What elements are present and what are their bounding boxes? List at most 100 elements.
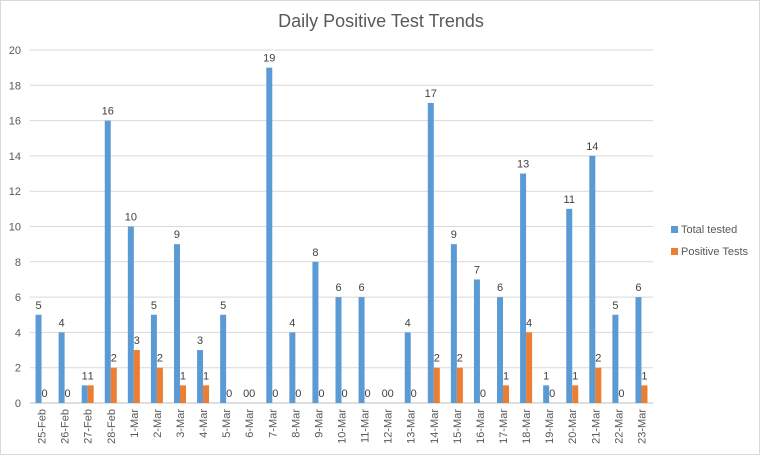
legend-label-positive-tests: Positive Tests xyxy=(681,246,749,258)
data-label: 5 xyxy=(35,300,41,312)
data-label: 2 xyxy=(434,353,440,365)
data-label: 2 xyxy=(595,353,601,365)
bar-total-tested xyxy=(543,385,550,403)
bar-positive-tests xyxy=(203,385,210,403)
bar-total-tested xyxy=(427,102,434,403)
data-label: 0 xyxy=(65,388,71,400)
data-label: 14 xyxy=(586,141,598,153)
legend-swatch-total-tested xyxy=(671,226,678,233)
x-tick-label: 1-Mar xyxy=(129,409,141,438)
data-label: 0 xyxy=(341,388,347,400)
bar-positive-tests xyxy=(595,367,602,403)
data-label: 0 xyxy=(318,388,324,400)
data-label: 6 xyxy=(635,282,641,294)
legend-label-total-tested: Total tested xyxy=(681,224,737,236)
data-label: 0 xyxy=(272,388,278,400)
y-tick-label: 2 xyxy=(15,363,21,375)
x-tick-label: 10-Mar xyxy=(337,409,349,444)
bar-total-tested xyxy=(81,385,88,403)
data-label: 9 xyxy=(174,229,180,241)
bar-positive-tests xyxy=(133,350,140,403)
bar-total-tested xyxy=(520,173,527,403)
data-label: 0 xyxy=(365,388,371,400)
data-label: 17 xyxy=(425,88,437,100)
x-tick-label: 22-Mar xyxy=(613,409,625,444)
x-tick-label: 15-Mar xyxy=(452,409,464,444)
bar-positive-tests xyxy=(503,385,510,403)
x-tick-label: 20-Mar xyxy=(567,409,579,444)
data-label: 0 xyxy=(549,388,555,400)
data-label: 2 xyxy=(457,353,463,365)
bar-total-tested xyxy=(58,332,65,403)
data-label: 0 xyxy=(249,388,255,400)
data-label: 6 xyxy=(497,282,503,294)
bar-total-tested xyxy=(150,314,157,403)
y-tick-label: 8 xyxy=(15,257,21,269)
x-tick-label: 14-Mar xyxy=(429,409,441,444)
data-label: 5 xyxy=(612,300,618,312)
bar-positive-tests xyxy=(433,367,440,403)
data-label: 8 xyxy=(312,247,318,259)
x-tick-label: 23-Mar xyxy=(636,409,648,444)
data-label: 0 xyxy=(480,388,486,400)
x-tick-label: 8-Mar xyxy=(290,409,302,438)
data-label: 11 xyxy=(564,194,575,206)
x-tick-label: 6-Mar xyxy=(244,409,256,438)
bar-total-tested xyxy=(104,120,111,403)
data-label: 0 xyxy=(41,388,47,400)
data-label: 0 xyxy=(243,388,249,400)
bar-total-tested xyxy=(289,332,296,403)
x-tick-label: 3-Mar xyxy=(175,409,187,438)
x-tick-label: 4-Mar xyxy=(198,409,210,438)
data-label: 13 xyxy=(517,159,529,171)
bar-positive-tests xyxy=(179,385,186,403)
data-label: 0 xyxy=(382,388,388,400)
bar-total-tested xyxy=(127,226,134,403)
data-label: 1 xyxy=(572,370,578,382)
x-tick-label: 17-Mar xyxy=(498,409,510,444)
bar-total-tested xyxy=(173,244,180,403)
bar-total-tested xyxy=(497,297,504,403)
bar-positive-tests xyxy=(156,367,163,403)
chart-title: Daily Positive Test Trends xyxy=(278,11,484,31)
x-tick-label: 26-Feb xyxy=(60,409,72,444)
data-label: 16 xyxy=(102,106,114,118)
bar-total-tested xyxy=(335,297,342,403)
y-tick-label: 12 xyxy=(9,186,21,198)
bar-positive-tests xyxy=(641,385,648,403)
bar-total-tested xyxy=(220,314,227,403)
y-tick-label: 16 xyxy=(9,116,21,128)
data-label: 0 xyxy=(388,388,394,400)
data-label: 5 xyxy=(220,300,226,312)
data-label: 0 xyxy=(411,388,417,400)
x-tick-label: 9-Mar xyxy=(313,409,325,438)
bar-total-tested xyxy=(450,244,457,403)
data-label: 4 xyxy=(59,317,65,329)
x-tick-label: 25-Feb xyxy=(37,409,49,444)
bar-total-tested xyxy=(566,208,573,403)
bar-total-tested xyxy=(266,67,273,404)
bar-total-tested xyxy=(635,297,642,403)
x-tick-label: 2-Mar xyxy=(152,409,164,438)
y-tick-label: 0 xyxy=(15,398,21,410)
data-label: 0 xyxy=(618,388,624,400)
x-tick-label: 7-Mar xyxy=(267,409,279,438)
bar-total-tested xyxy=(358,297,365,403)
y-tick-label: 4 xyxy=(15,327,21,339)
data-label: 5 xyxy=(151,300,157,312)
data-label: 1 xyxy=(82,370,88,382)
data-label: 0 xyxy=(226,388,232,400)
x-tick-label: 5-Mar xyxy=(221,409,233,438)
x-tick-label: 19-Mar xyxy=(544,409,556,444)
data-label: 2 xyxy=(157,353,163,365)
y-tick-label: 10 xyxy=(9,222,21,234)
bar-positive-tests xyxy=(572,385,579,403)
bar-positive-tests xyxy=(526,332,533,403)
bar-positive-tests xyxy=(456,367,463,403)
data-label: 9 xyxy=(451,229,457,241)
data-label: 19 xyxy=(263,53,275,65)
bar-total-tested xyxy=(612,314,619,403)
data-label: 1 xyxy=(203,370,209,382)
legend-swatch-positive-tests xyxy=(671,248,678,255)
